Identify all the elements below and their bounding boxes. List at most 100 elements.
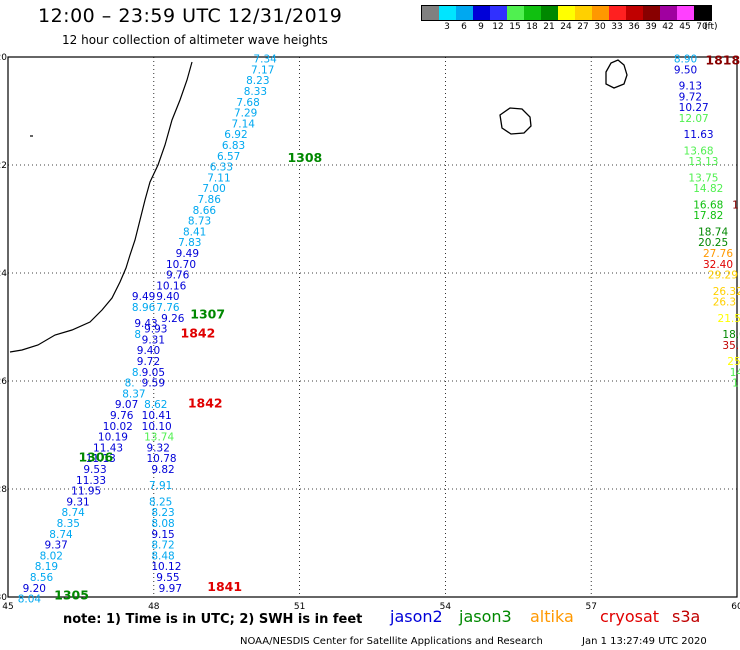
x-tick-label: 60: [731, 602, 740, 612]
wave-height-value: 8.74: [49, 529, 73, 541]
wave-height-value: 18.0: [722, 329, 740, 341]
wave-height-value: 27.76: [703, 248, 733, 260]
wave-height-value: 13.75: [688, 172, 718, 184]
color-scale-label: 42: [662, 22, 674, 32]
wave-height-value: 8.41: [183, 226, 206, 238]
x-tick-label: 57: [585, 602, 596, 612]
wave-height-value: 7.17: [251, 64, 274, 76]
wave-height-value: 7.14: [232, 118, 256, 130]
x-tick-label: 54: [440, 602, 452, 612]
wave-height-value: 32.40: [703, 259, 733, 271]
wave-height-value: 17.82: [693, 210, 723, 222]
map-frame: [7, 56, 738, 598]
wave-height-value: 9.53: [83, 464, 106, 476]
wave-height-value: 9.07: [115, 399, 138, 411]
wave-height-value: 9.49: [176, 248, 199, 260]
wave-height-value: 8.48: [151, 550, 174, 562]
wave-height-value: 9.72: [137, 356, 160, 368]
wave-height-value: 8.23: [246, 75, 269, 87]
wave-height-value: 13.13: [688, 156, 718, 168]
wave-height-value: 9.31: [66, 496, 89, 508]
wave-height-value: 6.83: [222, 140, 245, 152]
wave-height-value: 9.40: [137, 345, 160, 357]
color-swatch: [439, 6, 456, 20]
mauritius-island: [605, 59, 628, 89]
wave-height-value: 7.76: [156, 302, 180, 314]
wave-height-value: 10.27: [679, 102, 709, 114]
wave-height-value: 11.63: [684, 129, 714, 141]
reunion-island: [499, 107, 532, 135]
color-swatch: [422, 6, 439, 20]
color-scale-label: 27: [577, 22, 589, 32]
wave-height-value: 9.59: [142, 378, 165, 390]
wave-height-value: 8.: [125, 378, 135, 390]
wave-height-value: 16.68: [693, 199, 723, 211]
color-swatch: [507, 6, 524, 20]
color-swatch: [490, 6, 507, 20]
wave-height-value: 8.62: [144, 399, 167, 411]
credit-line: NOAA/NESDIS Center for Satellite Applica…: [240, 636, 543, 647]
color-scale-label: 21: [543, 22, 555, 32]
wave-height-value: 7.86: [198, 194, 222, 206]
pass-number-label: 1307: [190, 307, 225, 322]
wave-height-value: 10.12: [151, 561, 181, 573]
wave-height-value: 7.34: [253, 54, 277, 66]
wave-height-value: 8.33: [244, 86, 267, 98]
y-tick-label: -20: [0, 53, 7, 63]
y-tick-label: -26: [0, 377, 7, 387]
madagascar-coastline: [9, 61, 193, 353]
wave-height-value: 9.82: [151, 464, 174, 476]
color-scale-label: 18: [526, 22, 538, 32]
color-scale-label: 45: [679, 22, 691, 32]
legend-altika: altika: [530, 607, 574, 626]
color-swatch: [541, 6, 558, 20]
color-swatch: [626, 6, 643, 20]
color-swatch: [694, 6, 711, 20]
color-scale-label: 12: [492, 22, 504, 32]
wave-height-value: 20.25: [698, 237, 728, 249]
wave-height-value: 29.29: [708, 270, 738, 282]
color-swatch: [456, 6, 473, 20]
color-scale-label: 30: [594, 22, 606, 32]
y-tick-label: -28: [0, 485, 7, 495]
wave-height-values: 7.347.178.238.337.687.297.146.926.836.57…: [18, 54, 740, 606]
wave-height-value: 9.32: [147, 442, 170, 454]
color-swatch: [677, 6, 694, 20]
x-tick-label: 48: [148, 602, 160, 612]
color-scale-label: 36: [628, 22, 640, 32]
y-tick-label: -24: [0, 269, 7, 279]
color-swatch: [473, 6, 490, 20]
color-swatch: [575, 6, 592, 20]
wave-height-value: 7.11: [207, 172, 230, 184]
lat-lon-grid: [7, 56, 738, 598]
color-scale-bar: [421, 5, 712, 21]
wave-height-value: 8.74: [61, 507, 85, 519]
wave-height-value: 9.37: [44, 540, 67, 552]
pass-number-label: 1308: [287, 150, 322, 165]
wave-height-value: 10.41: [142, 410, 172, 422]
color-scale-label: 70: [696, 22, 708, 32]
wave-height-value: 13.74: [144, 432, 174, 444]
pass-number-label: 1842: [181, 325, 216, 340]
wave-height-value: 9.31: [142, 334, 165, 346]
wave-height-value: 13.68: [684, 145, 714, 157]
legend-jason3: jason3: [459, 607, 512, 626]
pass-number-label: 1306: [78, 450, 113, 465]
color-scale-label: 39: [645, 22, 657, 32]
pass-number-label: 1842: [188, 396, 223, 411]
wave-height-value: 7.68: [236, 97, 259, 109]
coastline: [9, 59, 628, 353]
wave-height-value: 9.55: [156, 572, 179, 584]
wave-height-value: 8.25: [149, 496, 172, 508]
wave-height-value: 6.33: [210, 162, 233, 174]
wave-height-value: 11.43: [93, 442, 123, 454]
wave-height-value: 8.56: [30, 572, 54, 584]
wave-height-value: 7.00: [202, 183, 225, 195]
wave-height-value: 9.97: [159, 583, 182, 595]
pass-number-label: 1305: [54, 587, 89, 602]
wave-height-value: 11.33: [76, 475, 106, 487]
wave-height-value: 8.23: [151, 507, 174, 519]
wave-height-value: 9.49: [132, 291, 155, 303]
wave-height-value: 8.66: [193, 205, 217, 217]
